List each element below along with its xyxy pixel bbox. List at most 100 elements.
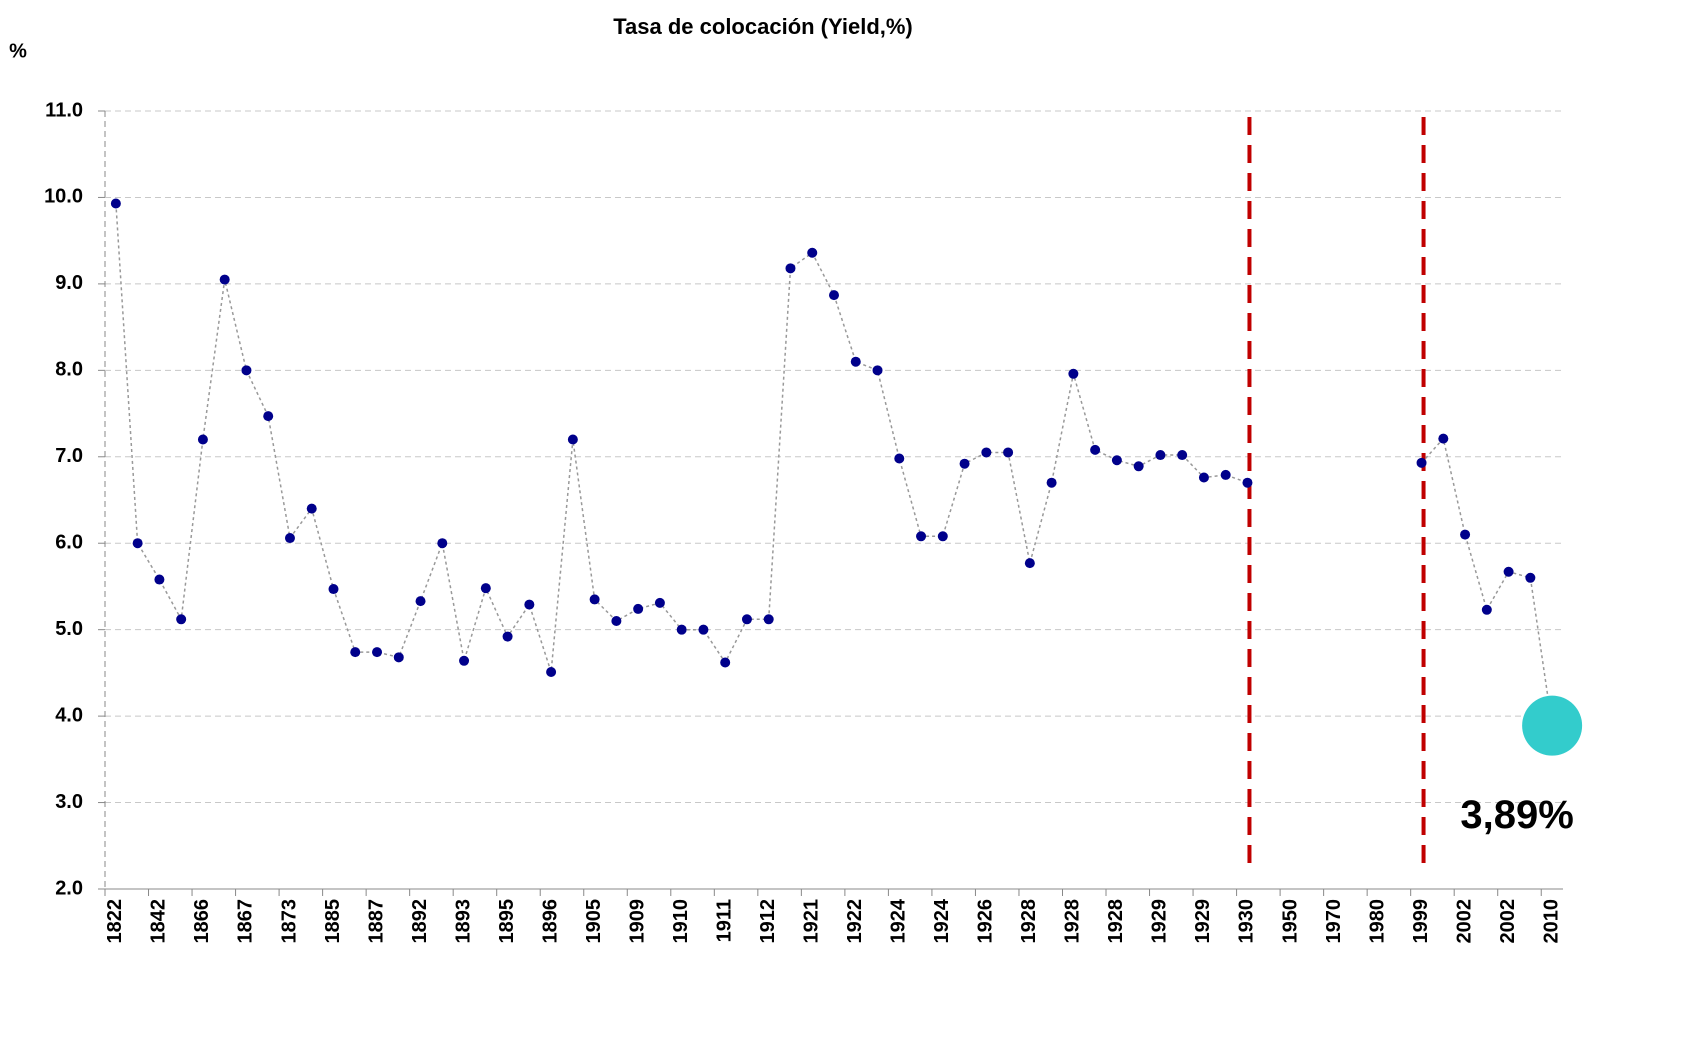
data-point xyxy=(1220,469,1231,480)
data-point xyxy=(894,453,905,464)
data-point xyxy=(654,597,665,608)
data-point xyxy=(502,631,513,642)
data-point xyxy=(611,616,622,627)
y-tick-label: 9.0 xyxy=(55,272,83,294)
data-point xyxy=(480,583,491,594)
data-point xyxy=(1046,477,1057,488)
data-point xyxy=(1481,604,1492,615)
data-point xyxy=(1090,444,1101,455)
x-tick-label: 1866 xyxy=(191,899,213,944)
x-tick-label: 1885 xyxy=(322,899,344,944)
x-tick-label: 1928 xyxy=(1018,899,1040,944)
data-point xyxy=(1111,455,1122,466)
data-point xyxy=(785,263,796,274)
data-point xyxy=(1177,450,1188,461)
data-point xyxy=(807,247,818,258)
y-axis-label: % xyxy=(9,40,27,62)
data-point xyxy=(284,533,295,544)
x-tick-label: 2010 xyxy=(1540,899,1562,944)
x-tick-label: 1970 xyxy=(1323,899,1345,944)
data-point xyxy=(1155,450,1166,461)
data-point xyxy=(459,655,470,666)
data-point xyxy=(393,652,404,663)
x-tick-label: 1921 xyxy=(801,899,823,944)
data-point xyxy=(110,198,121,209)
data-point xyxy=(698,624,709,635)
x-tick-label: 1929 xyxy=(1192,899,1214,944)
x-tick-label: 1895 xyxy=(496,899,518,944)
data-point xyxy=(1438,433,1449,444)
data-point xyxy=(437,538,448,549)
x-tick-label: 1980 xyxy=(1366,899,1388,944)
y-tick-label: 6.0 xyxy=(55,532,83,554)
data-point xyxy=(937,531,948,542)
data-point xyxy=(328,584,339,595)
x-tick-label: 1910 xyxy=(670,899,692,944)
y-tick-label: 3.0 xyxy=(55,791,83,813)
data-point xyxy=(1198,472,1209,483)
y-tick-label: 5.0 xyxy=(55,618,83,640)
x-tick-label: 1911 xyxy=(713,899,735,942)
data-point xyxy=(1068,368,1079,379)
x-tick-label: 1887 xyxy=(365,899,387,944)
data-line xyxy=(115,203,1553,726)
data-point xyxy=(567,434,578,445)
data-point xyxy=(850,356,861,367)
data-point xyxy=(1460,529,1471,540)
data-point xyxy=(1503,566,1514,577)
data-point xyxy=(959,458,970,469)
y-tick-label: 4.0 xyxy=(55,704,83,726)
data-point xyxy=(633,603,644,614)
y-tick-label: 8.0 xyxy=(55,359,83,381)
value-label: 3,89% xyxy=(1460,793,1573,837)
data-point xyxy=(306,503,317,514)
y-tick-label: 2.0 xyxy=(55,877,83,899)
x-tick-label: 1930 xyxy=(1236,899,1258,944)
data-point xyxy=(1242,477,1253,488)
data-point xyxy=(1133,461,1144,472)
data-point xyxy=(741,614,752,625)
data-point xyxy=(219,274,230,285)
data-point xyxy=(546,667,557,678)
x-tick-label: 2002 xyxy=(1453,899,1475,944)
x-tick-label: 1896 xyxy=(539,899,561,944)
y-tick-label: 10.0 xyxy=(44,186,83,208)
x-tick-label: 1909 xyxy=(626,899,648,944)
data-point xyxy=(263,411,274,422)
data-point xyxy=(1003,447,1014,458)
data-point xyxy=(197,434,208,445)
data-point xyxy=(1416,457,1427,468)
data-point xyxy=(132,538,143,549)
x-tick-label: 1928 xyxy=(1105,899,1127,944)
x-tick-label: 1924 xyxy=(888,898,910,943)
y-tick-label: 11.0 xyxy=(45,99,83,121)
x-tick-label: 1912 xyxy=(757,899,779,944)
data-point xyxy=(720,657,731,668)
data-point xyxy=(676,624,687,635)
x-tick-label: 1873 xyxy=(278,899,300,944)
chart-title: Tasa de colocación (Yield,%) xyxy=(613,14,913,39)
data-point xyxy=(829,290,839,301)
x-tick-label: 1950 xyxy=(1279,899,1301,944)
x-tick-label: 1924 xyxy=(931,898,953,943)
data-point xyxy=(589,594,600,605)
data-point xyxy=(350,647,361,658)
x-tick-label: 1893 xyxy=(452,899,474,944)
data-point xyxy=(981,447,992,458)
y-tick-label: 7.0 xyxy=(55,445,83,467)
x-tick-label: 1892 xyxy=(409,899,431,944)
data-point xyxy=(524,599,535,610)
x-tick-label: 2002 xyxy=(1497,899,1519,944)
data-point xyxy=(241,365,252,376)
data-point xyxy=(176,614,187,625)
x-tick-label: 1905 xyxy=(583,899,605,944)
data-point xyxy=(154,574,165,585)
x-tick-label: 1867 xyxy=(235,899,257,944)
highlight-point xyxy=(1522,695,1583,756)
data-point xyxy=(1525,572,1536,583)
data-point xyxy=(763,614,774,625)
x-tick-label: 1842 xyxy=(148,899,170,944)
x-tick-label: 1926 xyxy=(975,899,997,944)
data-point xyxy=(916,531,927,542)
